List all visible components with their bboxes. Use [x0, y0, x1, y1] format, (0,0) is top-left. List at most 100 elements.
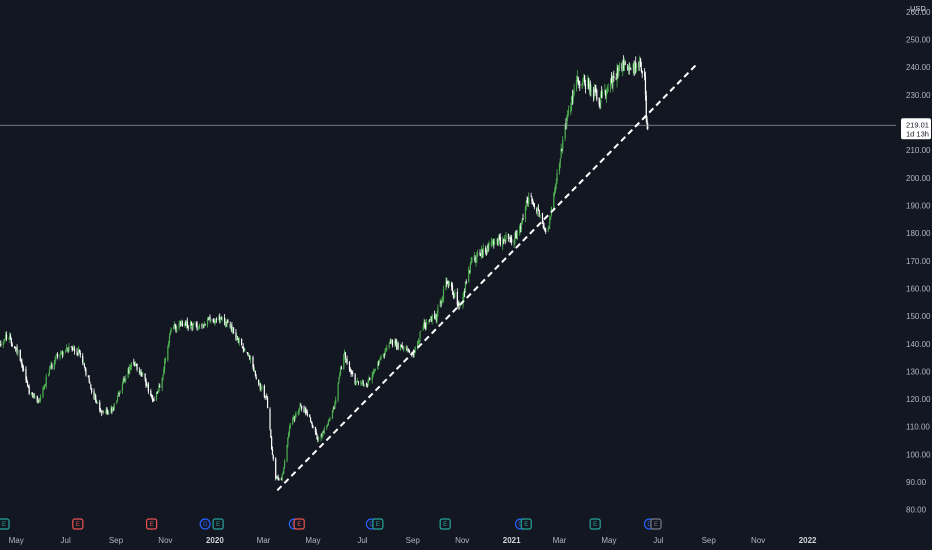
candle-body — [266, 397, 269, 409]
candle-body — [525, 202, 527, 207]
candle-body — [644, 72, 646, 77]
earnings-marker[interactable]: E — [212, 518, 224, 530]
candle-body — [5, 334, 8, 340]
y-tick-label: 190.00 — [906, 201, 931, 210]
y-tick-label: 80.00 — [906, 506, 927, 515]
candle-body — [255, 377, 257, 379]
candle-body — [191, 326, 193, 331]
candle-body — [151, 395, 153, 397]
candle-body — [277, 476, 279, 480]
trendline[interactable] — [276, 63, 698, 492]
candle-body — [493, 241, 495, 245]
x-tick-label: Sep — [109, 536, 124, 545]
candle-body — [14, 346, 17, 349]
price-axis[interactable]: 260.00250.00240.00230.00220.00210.00200.… — [906, 8, 931, 515]
candle-body — [244, 350, 246, 352]
candle-body — [22, 365, 24, 369]
candle-body — [161, 378, 163, 389]
candle-body — [465, 281, 467, 284]
candle-body — [544, 228, 546, 231]
last-price-tag: 219.01 1d 13h — [901, 118, 931, 140]
candle-body — [3, 339, 5, 341]
candle-body — [357, 381, 359, 383]
candle-body — [369, 377, 371, 380]
candle-body — [592, 89, 595, 98]
earnings-marker[interactable]: E — [372, 518, 384, 530]
candle-body — [139, 371, 141, 374]
candle-body — [566, 119, 568, 127]
earnings-icon — [650, 518, 662, 530]
candle-body — [497, 239, 499, 243]
candle-body — [567, 110, 570, 113]
candle-body — [519, 226, 521, 235]
earnings-marker[interactable]: E — [0, 518, 10, 530]
time-axis[interactable]: May Jul Sep Nov 2020 Mar May Jul Sep Nov 2021 Mar Ma… — [9, 536, 817, 545]
candle-body — [2, 341, 4, 346]
candle-body — [162, 375, 164, 380]
candle-body — [407, 350, 409, 351]
candle-body — [73, 349, 76, 352]
earnings-marker[interactable]: E — [439, 518, 451, 530]
candle-body — [34, 396, 36, 399]
candle-body — [539, 214, 541, 216]
candle-body — [164, 361, 166, 370]
candle-body — [106, 408, 108, 413]
candle-body — [215, 319, 218, 320]
candle-body — [361, 381, 364, 383]
candle-body — [601, 91, 603, 97]
candle-body — [202, 323, 204, 326]
candle-body — [575, 79, 578, 89]
candle-body — [135, 364, 137, 366]
earnings-marker[interactable]: E — [72, 518, 84, 530]
event-letter: E — [297, 522, 301, 528]
candle-body — [547, 230, 549, 231]
dividend-marker[interactable]: D — [199, 518, 211, 530]
candle-body — [26, 381, 29, 386]
candle-body — [583, 76, 585, 81]
candle-body — [133, 361, 135, 363]
candle-body — [425, 326, 427, 328]
candle-body — [371, 375, 373, 381]
earnings-icon — [520, 518, 532, 530]
candle-body — [627, 65, 630, 70]
candle-body — [576, 75, 578, 80]
candle-body — [129, 365, 132, 367]
candle-body — [293, 417, 295, 420]
candle-body — [378, 359, 381, 364]
earnings-marker[interactable]: E — [146, 518, 158, 530]
candle-body — [377, 362, 379, 370]
candle-body — [299, 405, 301, 410]
candle-body — [184, 323, 186, 326]
candle-body — [230, 324, 232, 328]
candle-body — [439, 301, 441, 307]
candle-body — [56, 354, 58, 356]
candle-body — [473, 255, 475, 257]
earnings-marker[interactable]: E — [293, 518, 305, 530]
candle-body — [437, 307, 439, 314]
candle-body — [153, 399, 155, 401]
earnings-marker[interactable]: E — [589, 518, 601, 530]
y-tick-label: 210.00 — [906, 146, 931, 155]
candle-body — [281, 474, 283, 481]
candle-body — [527, 200, 529, 205]
candle-body — [186, 321, 188, 327]
candle-body — [123, 378, 125, 381]
candle-body — [306, 412, 308, 416]
candle-body — [275, 458, 277, 479]
candle-body — [635, 64, 638, 70]
candle-body — [21, 361, 23, 367]
candle-body — [70, 346, 72, 348]
candle-body — [157, 391, 159, 393]
candle-body — [28, 386, 30, 394]
candle-body — [384, 350, 386, 355]
earnings-marker[interactable]: E — [520, 518, 532, 530]
candle-body — [198, 329, 200, 330]
earnings-marker[interactable]: E — [650, 518, 662, 530]
candle-body — [414, 346, 416, 352]
candle-body — [601, 92, 604, 96]
candle-body — [537, 208, 540, 211]
candle-body — [202, 325, 205, 326]
candle-body — [600, 93, 602, 103]
candle-body — [613, 76, 615, 78]
